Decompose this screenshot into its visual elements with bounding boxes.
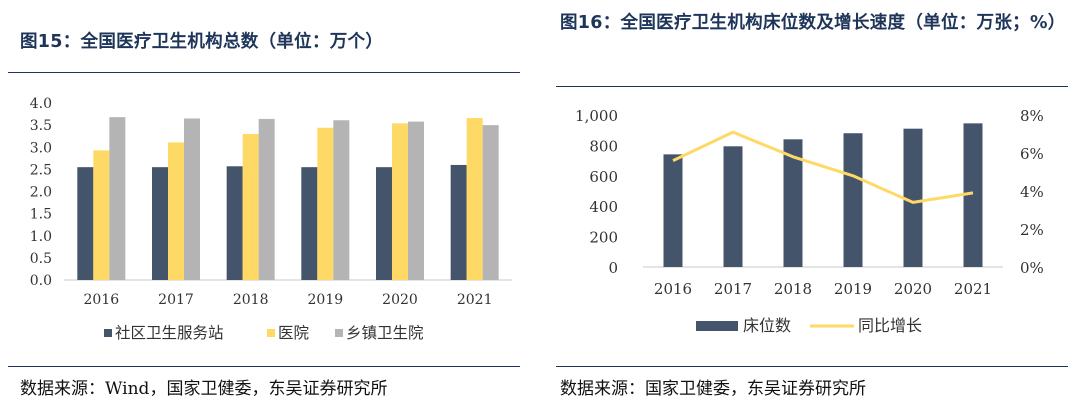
x-tick-label: 2020 (382, 292, 418, 308)
y-tick-label: 0.0 (30, 273, 52, 289)
bar-乡镇卫生院 (482, 125, 499, 280)
bar-医院 (93, 150, 110, 280)
legend-label: 社区卫生服务站 (115, 324, 224, 342)
bar-医院 (317, 127, 334, 280)
bar-社区卫生服务站 (226, 166, 243, 280)
bar-社区卫生服务站 (77, 167, 94, 280)
x-tick-label: 2018 (774, 280, 812, 298)
bar-乡镇卫生院 (258, 118, 275, 281)
left-title-rule (8, 72, 520, 73)
x-tick-label: 2021 (457, 292, 493, 308)
y2-tick-label: 0% (1020, 259, 1044, 277)
x-tick-label: 2017 (714, 280, 752, 298)
y-tick-label: 800 (589, 137, 618, 155)
legend-swatch (335, 329, 343, 337)
bar-beds (783, 139, 803, 267)
x-tick-label: 2016 (84, 292, 120, 308)
y-tick-label: 1.0 (30, 229, 52, 245)
x-tick-label: 2021 (954, 280, 992, 298)
bar-乡镇卫生院 (184, 118, 200, 280)
y-tick-label: 1.5 (30, 207, 52, 223)
bar-beds (723, 146, 743, 267)
bar-乡镇卫生院 (408, 121, 424, 281)
x-tick-label: 2020 (894, 280, 932, 298)
y-tick-label: 2.5 (30, 162, 52, 178)
left-panel: 图15：全国医疗卫生机构总数（单位：万个） 0.0 0.5 1.0 1.5 2.0 2.5… (0, 0, 532, 404)
legend-label: 同比增长 (858, 316, 922, 335)
y-tick-label: 200 (589, 229, 618, 247)
y-tick-label: 0.5 (30, 251, 52, 267)
y-tick-label: 1,000 (575, 107, 618, 125)
left-chart-title: 图15：全国医疗卫生机构总数（单位：万个） (20, 32, 384, 52)
x-tick-label: 2019 (308, 292, 344, 308)
right-title-rule (556, 86, 1068, 87)
y2-tick-label: 2% (1020, 221, 1044, 239)
legend-swatch-beds (696, 321, 738, 331)
legend-label: 乡镇卫生院 (346, 323, 424, 342)
right-combo-chart: 0 200 400 600 800 1,000 0% 2% 4% 6% 8% 2016 2017 2018… (575, 107, 1044, 335)
y-tick-label: 4.0 (30, 96, 52, 112)
right-panel: 图16：全国医疗卫生机构床位数及增长速度（单位：万张；%） 0 200 400 600… (548, 0, 1080, 404)
bar-beds (963, 123, 983, 267)
y2-tick-label: 4% (1020, 183, 1044, 201)
bar-医院 (466, 118, 483, 280)
bar-beds (663, 154, 683, 267)
x-tick-label: 2016 (654, 280, 692, 298)
legend-swatch (104, 329, 112, 337)
left-source-note: 数据来源：Wind，国家卫健委，东吴证券研究所 (20, 379, 388, 399)
bar-乡镇卫生院 (109, 117, 126, 280)
x-tick-label: 2018 (233, 292, 269, 308)
x-tick-label: 2017 (158, 292, 194, 308)
y-tick-label: 600 (589, 168, 618, 186)
bar-beds (843, 133, 863, 267)
bar-医院 (392, 123, 408, 280)
right-chart-title: 图16：全国医疗卫生机构床位数及增长速度（单位：万张；%） (560, 13, 1066, 33)
y-tick-label: 3.5 (30, 118, 52, 134)
left-bar-chart: 0.0 0.5 1.0 1.5 2.0 2.5 3.0 3.5 4.0 2016 2017 2018 2… (30, 96, 512, 342)
bar-社区卫生服务站 (152, 167, 168, 280)
y-tick-label: 0 (608, 259, 618, 277)
left-source-rule (8, 366, 520, 367)
bar-医院 (168, 142, 184, 280)
bar-乡镇卫生院 (333, 120, 350, 280)
y-tick-label: 2.0 (30, 185, 52, 201)
y2-tick-label: 6% (1020, 145, 1044, 163)
bar-社区卫生服务站 (376, 167, 392, 280)
bar-医院 (242, 133, 259, 280)
legend-label: 床位数 (743, 316, 791, 335)
bar-社区卫生服务站 (301, 167, 318, 280)
legend-swatch (267, 329, 275, 337)
y2-tick-label: 8% (1020, 107, 1044, 125)
right-source-note: 数据来源：国家卫健委，东吴证券研究所 (560, 379, 866, 399)
bar-beds (903, 128, 923, 267)
y-tick-label: 3.0 (30, 140, 52, 156)
right-source-rule (556, 366, 1068, 367)
x-tick-label: 2019 (834, 280, 872, 298)
bar-社区卫生服务站 (450, 164, 467, 280)
growth-line (672, 130, 974, 204)
legend-label: 医院 (278, 323, 309, 342)
y-tick-label: 400 (589, 198, 618, 216)
